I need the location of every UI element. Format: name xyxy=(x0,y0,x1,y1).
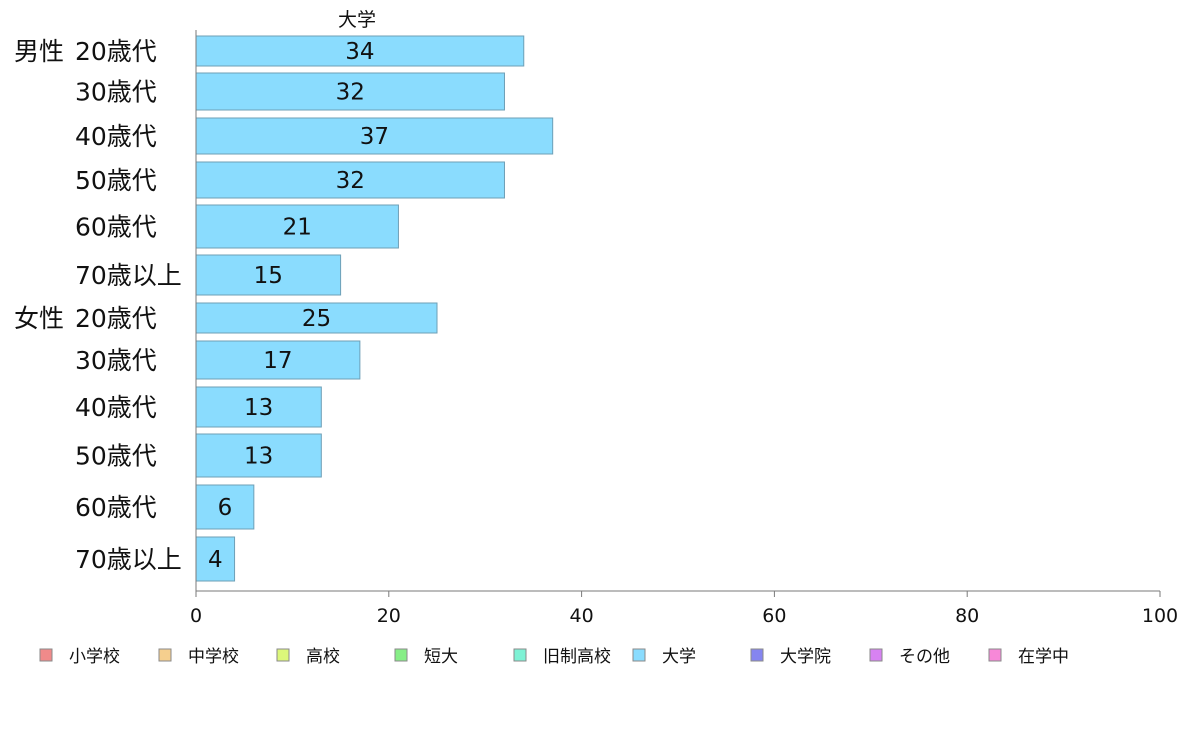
bar xyxy=(195,204,399,249)
bar-value-label: 21 xyxy=(283,215,312,241)
bar-value-label: 17 xyxy=(263,348,292,374)
legend-label: 小学校 xyxy=(69,647,120,667)
bar xyxy=(195,433,322,478)
legend-label: 旧制高校 xyxy=(543,647,611,667)
bar-value-label: 4 xyxy=(208,547,223,573)
legend-swatch xyxy=(513,648,527,662)
bar-value-label: 32 xyxy=(336,168,365,194)
x-axis: 0 20 40 60 80 100 xyxy=(190,30,1178,627)
bar-value-label: 34 xyxy=(345,39,374,65)
legend: 小学校 中学校 高校 短大 旧制高校 大学 大学院 その他 在学中 xyxy=(39,647,1069,667)
bar xyxy=(195,302,438,334)
bar xyxy=(195,536,236,582)
legend-swatch xyxy=(869,648,883,662)
group-label: 男性 xyxy=(14,37,64,66)
legend-swatch xyxy=(276,648,290,662)
category-label: 50歳代 xyxy=(75,166,157,195)
bar xyxy=(195,117,554,155)
x-tick-label: 0 xyxy=(190,605,202,627)
category-label: 60歳代 xyxy=(75,493,157,522)
category-label: 20歳代 xyxy=(75,37,157,66)
x-tick-label: 80 xyxy=(955,605,979,627)
legend-label: 在学中 xyxy=(1018,647,1069,667)
category-label: 70歳以上 xyxy=(75,545,182,574)
legend-label: 短大 xyxy=(424,647,458,667)
x-tick-label: 20 xyxy=(377,605,401,627)
x-tick-label: 100 xyxy=(1142,605,1178,627)
legend-swatch xyxy=(158,648,172,662)
legend-swatch xyxy=(39,648,53,662)
bar-value-label: 32 xyxy=(336,80,365,106)
bar xyxy=(195,161,505,199)
bar xyxy=(195,35,525,67)
legend-label: その他 xyxy=(899,647,950,667)
legend-label: 中学校 xyxy=(188,647,239,667)
legend-swatch xyxy=(632,648,646,662)
bar-value-label: 13 xyxy=(244,444,273,470)
bar-value-label: 25 xyxy=(302,306,331,332)
bar-value-label: 15 xyxy=(254,263,283,289)
x-tick-label: 60 xyxy=(762,605,786,627)
category-label: 30歳代 xyxy=(75,346,157,375)
category-label: 40歳代 xyxy=(75,393,157,422)
category-label: 70歳以上 xyxy=(75,261,182,290)
bar xyxy=(195,72,505,111)
legend-label: 大学 xyxy=(662,647,696,667)
group-label: 女性 xyxy=(14,304,64,333)
legend-label: 大学院 xyxy=(780,647,831,667)
x-tick-label: 40 xyxy=(570,605,594,627)
chart-title: 大学 xyxy=(338,9,376,31)
labels-layer: 20歳代 30歳代 40歳代 50歳代 60歳代 70歳以上 20歳代 30歳代 40歳代 50歳… xyxy=(14,37,182,574)
bar-value-label: 13 xyxy=(244,395,273,421)
category-label: 40歳代 xyxy=(75,122,157,151)
category-label: 20歳代 xyxy=(75,304,157,333)
bar-value-label: 37 xyxy=(360,124,389,150)
category-label: 30歳代 xyxy=(75,78,157,107)
legend-swatch xyxy=(988,648,1002,662)
bar xyxy=(195,484,255,530)
category-label: 50歳代 xyxy=(75,442,157,471)
legend-label: 高校 xyxy=(306,647,340,667)
legend-swatch xyxy=(394,648,408,662)
bar-value-label: 6 xyxy=(218,495,233,521)
category-label: 60歳代 xyxy=(75,213,157,242)
legend-swatch xyxy=(750,648,764,662)
